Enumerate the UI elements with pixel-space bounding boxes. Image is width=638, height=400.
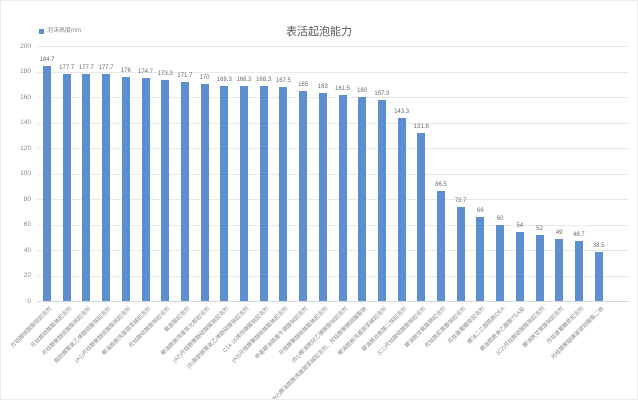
bar-value-label: 54 xyxy=(516,223,524,230)
bar xyxy=(594,251,603,301)
gridline xyxy=(37,97,629,98)
bar xyxy=(102,74,111,301)
bar xyxy=(437,190,445,301)
gridline xyxy=(37,275,629,277)
chart-title: 表活起泡能力 xyxy=(286,26,352,38)
bar xyxy=(456,207,465,301)
bar-value-label: 86.5 xyxy=(435,181,447,188)
bar xyxy=(43,65,51,301)
bar-value-label: 177.7 xyxy=(98,65,114,72)
bar-value-label: 171.7 xyxy=(177,73,193,80)
bar-value-label: 176 xyxy=(120,67,131,74)
bar xyxy=(496,224,505,301)
bar xyxy=(200,84,209,301)
bar xyxy=(417,132,426,301)
bar xyxy=(338,95,347,301)
bar-value-label: 49 xyxy=(555,229,563,236)
y-tick-label: 100 xyxy=(20,170,31,177)
gridline xyxy=(37,148,629,149)
bar-value-label: 174.7 xyxy=(137,69,153,76)
gridline xyxy=(37,173,629,175)
bar xyxy=(220,86,229,301)
gridline xyxy=(37,199,629,200)
gridline xyxy=(37,250,629,251)
bar-value-label: 168.3 xyxy=(216,77,232,84)
bar xyxy=(555,238,564,301)
bar-value-label: 173.3 xyxy=(157,71,173,78)
bar xyxy=(141,78,150,301)
gridline xyxy=(37,224,629,226)
bar xyxy=(240,86,248,301)
bar-value-label: 52 xyxy=(536,225,543,232)
legend-swatch-icon xyxy=(39,28,44,34)
bar xyxy=(259,86,268,301)
bar-value-label: 60 xyxy=(496,215,504,222)
bar-value-label: 177.7 xyxy=(78,65,94,72)
x-axis-line xyxy=(37,301,629,302)
bar-value-label: 73.7 xyxy=(454,198,467,205)
bar xyxy=(358,97,367,301)
bar-value-label: 38.5 xyxy=(592,242,605,249)
y-tick-label: 0 xyxy=(27,297,31,305)
y-tick-label: 200 xyxy=(20,42,31,50)
bar xyxy=(161,80,170,301)
y-tick-label: 160 xyxy=(20,93,31,101)
bar-value-label: 168.3 xyxy=(256,77,272,84)
bar-value-label: 160 xyxy=(357,88,368,94)
y-tick-label: 40 xyxy=(23,246,31,254)
y-tick-label: 180 xyxy=(20,68,31,75)
bar-value-label: 163 xyxy=(317,84,328,91)
gridline xyxy=(37,46,629,47)
bar xyxy=(397,118,406,301)
bar xyxy=(318,93,327,301)
y-tick-label: 140 xyxy=(20,119,31,126)
gridline xyxy=(37,71,629,73)
bar xyxy=(535,234,544,301)
y-tick-label: 60 xyxy=(23,221,31,228)
legend: 泡沫高度mm xyxy=(39,27,81,35)
bar xyxy=(279,87,288,301)
bar-value-label: 165 xyxy=(298,81,309,88)
bar-value-label: 157.3 xyxy=(374,91,390,98)
bar-value-label: 184.7 xyxy=(39,56,55,63)
gridline xyxy=(37,122,629,124)
bar xyxy=(299,90,308,301)
bar-value-label: 168.3 xyxy=(236,77,252,84)
bar xyxy=(180,82,189,301)
y-tick-label: 20 xyxy=(23,272,31,279)
bar-value-label: 131.8 xyxy=(413,123,429,130)
legend-label: 泡沫高度mm xyxy=(47,28,81,34)
bar xyxy=(377,100,386,301)
bar xyxy=(121,76,130,301)
bar-value-label: 167.5 xyxy=(275,78,291,85)
bar xyxy=(62,74,71,301)
bar xyxy=(82,74,91,301)
bar-value-label: 46.7 xyxy=(573,232,585,239)
bar-value-label: 177.7 xyxy=(59,65,75,72)
bar-value-label: 66 xyxy=(477,207,484,214)
bar xyxy=(515,232,524,301)
bar xyxy=(574,241,583,301)
bar-value-label: 161.5 xyxy=(334,86,350,93)
y-tick-label: 80 xyxy=(23,195,31,203)
bar xyxy=(476,216,485,301)
bar-value-label: 143.3 xyxy=(394,109,410,116)
bar-value-label: 170 xyxy=(199,75,210,82)
y-tick-label: 120 xyxy=(20,144,31,152)
